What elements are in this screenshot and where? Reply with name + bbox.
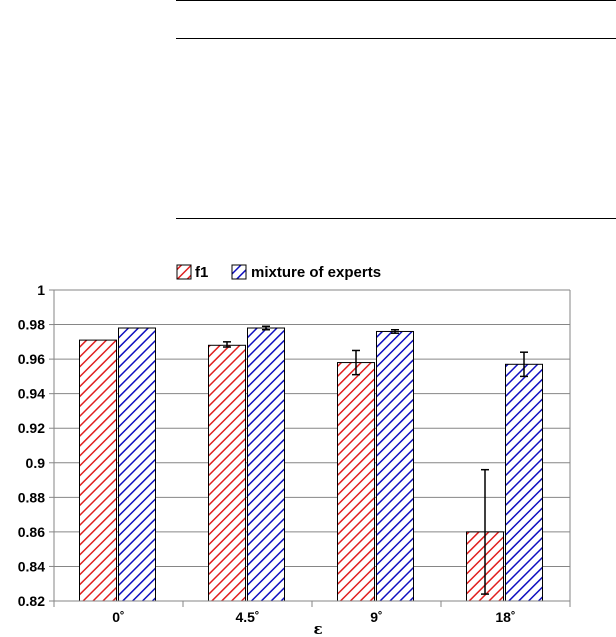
bar-mixture-of-experts-3 [505, 363, 543, 602]
bottom-rule [176, 218, 616, 219]
bar-mixture-of-experts-2 [376, 330, 414, 602]
header-rule [176, 38, 616, 39]
y-tick-label: 0.82 [18, 593, 45, 609]
x-tick-label: 4.5˚ [235, 609, 259, 625]
bar-mixture-of-experts-0 [118, 327, 156, 602]
legend-swatch-f1 [176, 264, 192, 280]
legend-label-mixture-of-experts: mixture of experts [251, 264, 381, 281]
x-axis-title: ε [313, 620, 322, 637]
bar-f1-0 [79, 339, 117, 602]
bar-f1-2 [337, 362, 375, 602]
axes [53, 290, 571, 607]
y-tick-label: 0.88 [18, 489, 45, 505]
y-tick-label: 1 [37, 282, 45, 298]
y-tick-label: 0.9 [26, 455, 46, 471]
legend-swatch-mixture-of-experts [231, 264, 247, 280]
legend-label-f1: f1 [195, 264, 208, 281]
top-rule [176, 0, 616, 1]
x-tick-label: 18˚ [495, 609, 515, 625]
legend: f1 mixture of experts [176, 264, 381, 281]
y-tick-label: 0.98 [18, 317, 45, 333]
bar-f1-1 [208, 344, 246, 602]
error-bars [223, 325, 528, 595]
y-tick-labels: 0.82 0.84 0.86 0.88 0.9 0.92 0.94 0.96 0.98 1 [18, 282, 45, 609]
y-tick-label: 0.86 [18, 524, 45, 540]
x-tick-labels: 0˚ 4.5˚ 9˚ 18˚ [112, 609, 515, 625]
x-tick-label: 9˚ [370, 609, 382, 625]
y-tick-label: 0.84 [18, 558, 45, 574]
bar-mixture-of-experts-1 [247, 327, 285, 602]
y-tick-label: 0.94 [18, 386, 45, 402]
bars [79, 327, 543, 602]
y-tick-label: 0.92 [18, 420, 45, 436]
y-tick-label: 0.96 [18, 351, 45, 367]
x-tick-label: 0˚ [112, 609, 124, 625]
